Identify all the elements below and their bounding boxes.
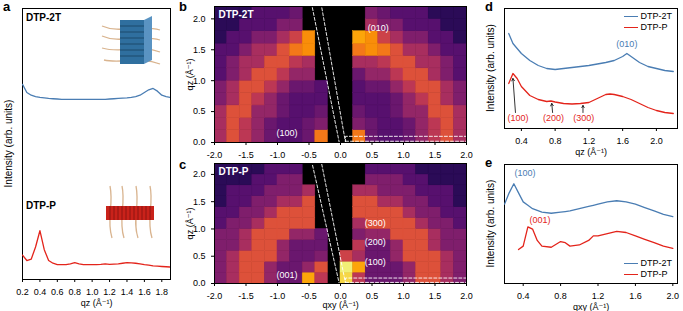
svg-text:1.8: 1.8	[156, 287, 169, 297]
svg-text:-1.0: -1.0	[270, 291, 286, 301]
svg-text:0.5: 0.5	[193, 106, 206, 116]
svg-text:0.0: 0.0	[193, 278, 206, 288]
svg-text:0.0: 0.0	[334, 150, 347, 160]
svg-text:Intensity (arb. units): Intensity (arb. units)	[3, 100, 14, 188]
svg-text:1.0: 1.0	[193, 75, 206, 86]
svg-text:(100): (100)	[276, 128, 297, 138]
svg-text:(300): (300)	[365, 218, 386, 228]
svg-text:-1.0: -1.0	[270, 150, 286, 160]
svg-text:0.8: 0.8	[68, 287, 81, 297]
svg-text:Intensity (arb. units): Intensity (arb. units)	[485, 24, 496, 112]
svg-text:1.0: 1.0	[397, 291, 410, 301]
svg-text:1.0: 1.0	[193, 223, 206, 234]
svg-text:2.0: 2.0	[667, 291, 680, 301]
svg-text:1.0: 1.0	[86, 287, 99, 297]
svg-text:1.2: 1.2	[583, 136, 596, 146]
html-text:e: e	[485, 155, 493, 170]
svg-text:(200): (200)	[365, 237, 386, 247]
svg-text:qxy (Å⁻¹): qxy (Å⁻¹)	[322, 300, 358, 310]
svg-text:1.6: 1.6	[629, 291, 642, 301]
html-text:a: a	[3, 0, 11, 14]
svg-text:(010): (010)	[368, 23, 389, 33]
svg-text:(100): (100)	[515, 168, 536, 178]
svg-text:(010): (010)	[616, 39, 637, 49]
svg-text:1.2: 1.2	[103, 287, 116, 297]
html-text:DTP-2T: DTP-2T	[640, 258, 672, 268]
svg-text:1.6: 1.6	[138, 287, 151, 297]
svg-text:2.0: 2.0	[460, 291, 473, 301]
svg-text:(300): (300)	[573, 113, 594, 123]
svg-text:Intensity (arb. units): Intensity (arb. units)	[485, 180, 496, 268]
svg-text:1.2: 1.2	[592, 291, 605, 301]
svg-text:0.4: 0.4	[34, 287, 47, 297]
svg-text:qz (Å⁻¹): qz (Å⁻¹)	[81, 298, 113, 308]
svg-text:qz (Å⁻¹): qz (Å⁻¹)	[185, 208, 195, 240]
svg-text:DTP-2T: DTP-2T	[219, 9, 254, 20]
svg-text:1.4: 1.4	[121, 287, 134, 297]
html-text:DTP-2T: DTP-2T	[640, 11, 672, 21]
svg-text:0.4: 0.4	[515, 136, 528, 146]
svg-text:DTP-P: DTP-P	[219, 166, 249, 177]
svg-text:1.5: 1.5	[193, 45, 206, 55]
html-text:DTP-P: DTP-P	[26, 200, 56, 211]
svg-text:-0.5: -0.5	[301, 291, 317, 301]
svg-text:-1.5: -1.5	[238, 150, 254, 160]
html-text:b: b	[179, 0, 187, 14]
svg-text:qxy (Å⁻¹): qxy (Å⁻¹)	[573, 302, 609, 311]
svg-text:(100): (100)	[365, 257, 386, 267]
svg-text:-2.0: -2.0	[207, 291, 223, 301]
svg-text:0.5: 0.5	[366, 150, 379, 160]
html-text:DTP-P: DTP-P	[640, 22, 668, 32]
svg-text:qz (Å⁻¹): qz (Å⁻¹)	[575, 147, 607, 157]
svg-text:0.8: 0.8	[554, 291, 567, 301]
html-text:DTP-P: DTP-P	[640, 269, 668, 279]
svg-text:(001): (001)	[530, 215, 551, 225]
svg-text:2.0: 2.0	[193, 169, 206, 179]
svg-text:-0.5: -0.5	[301, 150, 317, 160]
svg-text:0.8: 0.8	[549, 136, 562, 146]
svg-text:0.6: 0.6	[51, 287, 64, 297]
svg-text:(200): (200)	[543, 113, 564, 123]
html-text:DTP-2T: DTP-2T	[26, 12, 61, 23]
svg-text:0.4: 0.4	[517, 291, 530, 301]
svg-text:(001): (001)	[276, 270, 297, 280]
svg-text:1.5: 1.5	[429, 291, 442, 301]
svg-text:0.5: 0.5	[366, 291, 379, 301]
html-text:c: c	[179, 157, 187, 172]
html-text:d: d	[485, 0, 493, 14]
svg-text:0.0: 0.0	[334, 290, 347, 301]
svg-text:1.6: 1.6	[616, 136, 629, 146]
svg-text:1.5: 1.5	[193, 197, 206, 207]
svg-text:2.0: 2.0	[193, 14, 206, 24]
svg-text:1.0: 1.0	[397, 150, 410, 160]
svg-text:0.2: 0.2	[16, 287, 29, 297]
svg-text:2.0: 2.0	[650, 136, 663, 146]
svg-text:qz (Å⁻¹): qz (Å⁻¹)	[185, 59, 195, 91]
svg-text:0.0: 0.0	[193, 137, 206, 147]
svg-text:-1.5: -1.5	[238, 291, 254, 301]
svg-text:(100): (100)	[507, 113, 528, 123]
svg-text:-2.0: -2.0	[207, 150, 223, 160]
svg-text:0.5: 0.5	[193, 251, 206, 261]
svg-text:2.0: 2.0	[460, 150, 473, 160]
svg-text:1.5: 1.5	[429, 150, 442, 160]
